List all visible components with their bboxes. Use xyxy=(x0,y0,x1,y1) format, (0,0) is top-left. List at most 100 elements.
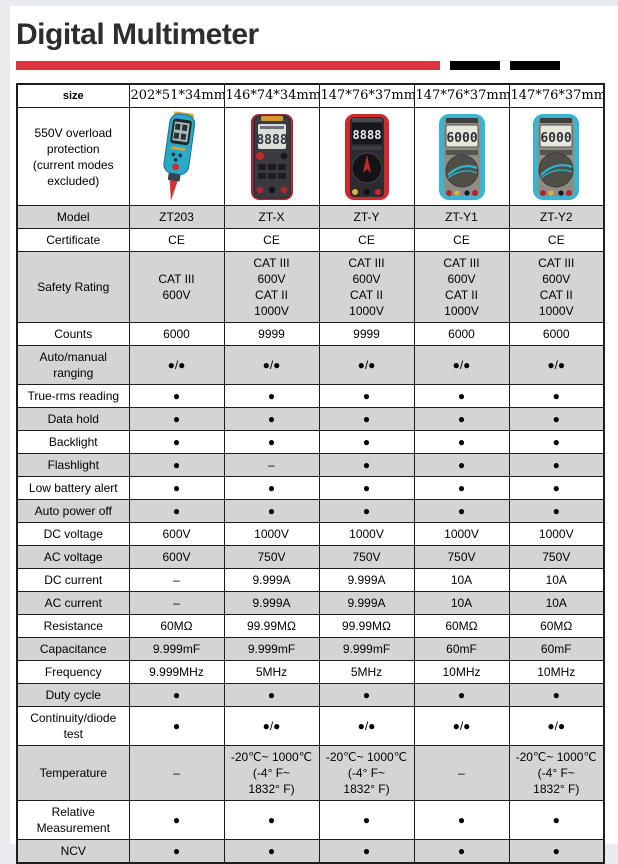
spec-row: Relative Measurement ● ● ● ● ● xyxy=(16,800,605,840)
spec-value-cell: – xyxy=(413,745,510,801)
spec-value-cell: 9.999A xyxy=(318,568,415,592)
spec-value-cell: 750V xyxy=(413,545,510,569)
row-label: DC voltage xyxy=(16,522,130,546)
product-image-cell: 6000 xyxy=(508,107,605,206)
svg-text:8888: 8888 xyxy=(256,133,287,148)
spec-row: Capacitance 9.999mF 9.999mF 9.999mF 60mF 60mF xyxy=(16,637,605,661)
spec-value-cell: ● xyxy=(128,800,225,840)
product-image-cell: 8888 xyxy=(223,107,320,206)
spec-value-cell: 9.999A xyxy=(318,591,415,615)
spec-value-cell: ● xyxy=(128,384,225,408)
spec-value-cell: – xyxy=(223,453,320,477)
spec-value-cell: ● xyxy=(413,453,510,477)
spec-value-cell: 5MHz xyxy=(223,660,320,684)
spec-value-cell: 600V xyxy=(128,522,225,546)
spec-row: Low battery alert ● ● ● ● ● xyxy=(16,476,605,500)
spec-value-cell: 99.99MΩ xyxy=(318,614,415,638)
spec-value-cell: – xyxy=(128,568,225,592)
spec-value-cell: CAT III 600V xyxy=(128,251,225,323)
spec-row: Duty cycle ● ● ● ● ● xyxy=(16,683,605,707)
spec-value-cell: ZT-Y2 xyxy=(508,205,605,229)
spec-value-cell: – xyxy=(128,745,225,801)
spec-value-cell: ● xyxy=(223,839,320,864)
zt-y2-multimeter-image: 6000 xyxy=(533,113,580,200)
spec-value-cell: ● xyxy=(223,476,320,500)
spec-value-cell: ● xyxy=(413,839,510,864)
spec-value-cell: ● xyxy=(508,839,605,864)
spec-value-cell: CAT III 600V CAT II 1000V xyxy=(318,251,415,323)
row-label: Safety Rating xyxy=(16,251,130,323)
spec-value-cell: ●/● xyxy=(318,345,415,385)
page-title: Digital Multimeter xyxy=(16,18,259,51)
spec-value-cell: ZT-X xyxy=(223,205,320,229)
spec-value-cell: 6000 xyxy=(128,322,225,346)
zt-x-multimeter-image: 8888 xyxy=(250,113,293,200)
spec-value-cell: ● xyxy=(223,499,320,523)
overload-protection-label: 550V overload protection (current modes … xyxy=(16,107,130,206)
spec-value-cell: CE xyxy=(318,228,415,252)
spec-value-cell: 60MΩ xyxy=(413,614,510,638)
spec-value-cell: 99.99MΩ xyxy=(223,614,320,638)
svg-text:6000: 6000 xyxy=(446,131,477,146)
spec-value-cell: ● xyxy=(413,683,510,707)
spec-value-cell: 10A xyxy=(508,591,605,615)
product-image-cell: 6000 xyxy=(413,107,510,206)
input-terminal xyxy=(445,189,452,196)
spec-value-cell: ● xyxy=(128,453,225,477)
spec-value-cell: ZT-Y1 xyxy=(413,205,510,229)
spec-value-cell: ● xyxy=(508,430,605,454)
spec-value-cell: ● xyxy=(508,683,605,707)
input-terminal xyxy=(540,189,547,196)
spec-row: Safety Rating CAT III 600V CAT III 600V CA… xyxy=(16,251,605,323)
spec-row: Data hold ● ● ● ● ● xyxy=(16,407,605,431)
spec-row: Auto/manual ranging ●/● ●/● ●/● ●/● ●/● xyxy=(16,345,605,385)
lcd-display xyxy=(445,124,478,147)
spec-value-cell: ● xyxy=(128,683,225,707)
lcd-display xyxy=(257,123,286,149)
spec-value-cell: 5MHz xyxy=(318,660,415,684)
lcd-display xyxy=(351,122,382,144)
spec-value-cell: -20℃~ 1000℃ (-4° F~ 1832° F) xyxy=(318,745,415,801)
spec-value-cell: ● xyxy=(413,499,510,523)
spec-value-cell: 10MHz xyxy=(508,660,605,684)
size-row-label: size xyxy=(16,83,130,108)
spec-value-cell: ●/● xyxy=(128,345,225,385)
size-value: 147*76*37mm xyxy=(508,83,605,108)
row-label: Relative Measurement xyxy=(16,800,130,840)
row-label: Frequency xyxy=(16,660,130,684)
row-label: Flashlight xyxy=(16,453,130,477)
row-label: Auto/manual ranging xyxy=(16,345,130,385)
spec-value-cell: ● xyxy=(318,499,415,523)
row-label: NCV xyxy=(16,839,130,864)
spec-value-cell: CAT III 600V CAT II 1000V xyxy=(223,251,320,323)
spec-value-cell: ● xyxy=(508,453,605,477)
spec-row: Continuity/diode test ● ●/● ●/● ●/● ●/● xyxy=(16,706,605,746)
red-button xyxy=(171,163,179,170)
spec-value-cell: 60mF xyxy=(413,637,510,661)
spec-value-cell: 1000V xyxy=(413,522,510,546)
spec-value-cell: ● xyxy=(318,476,415,500)
spec-value-cell: ● xyxy=(128,476,225,500)
accent-bars xyxy=(16,61,618,70)
spec-value-cell: ●/● xyxy=(318,706,415,746)
row-label: Data hold xyxy=(16,407,130,431)
spec-value-cell: 9999 xyxy=(223,322,320,346)
spec-value-cell: ● xyxy=(508,800,605,840)
spec-value-cell: ● xyxy=(223,800,320,840)
spec-value-cell: ● xyxy=(508,476,605,500)
spec-value-cell: 9.999mF xyxy=(128,637,225,661)
spec-value-cell: 6000 xyxy=(413,322,510,346)
spec-value-cell: 1000V xyxy=(318,522,415,546)
spec-value-cell: ● xyxy=(318,384,415,408)
row-label: AC voltage xyxy=(16,545,130,569)
spec-value-cell: ● xyxy=(508,499,605,523)
spec-value-cell: ● xyxy=(508,384,605,408)
row-label: Counts xyxy=(16,322,130,346)
lcd-display xyxy=(539,124,573,147)
input-terminal xyxy=(256,186,263,193)
spec-value-cell: ● xyxy=(318,839,415,864)
spec-value-cell: 10A xyxy=(413,568,510,592)
row-label: Capacitance xyxy=(16,637,130,661)
spec-row: Resistance 60MΩ 99.99MΩ 99.99MΩ 60MΩ 60MΩ xyxy=(16,614,605,638)
spec-row: Certificate CE CE CE CE CE xyxy=(16,228,605,252)
